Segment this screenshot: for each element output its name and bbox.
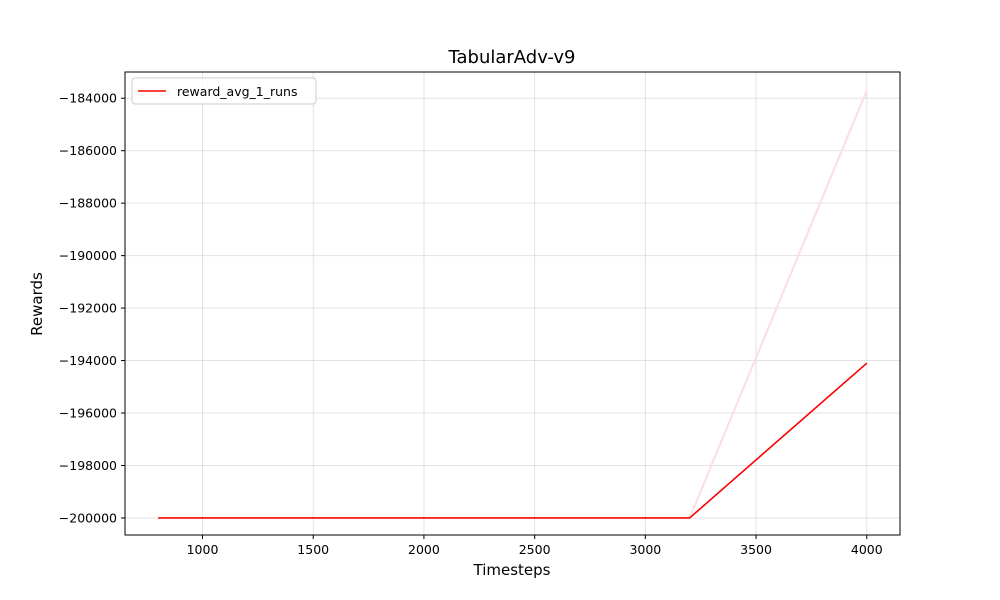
y-tick-label: −194000 [59, 353, 117, 368]
x-tick-label: 1000 [187, 542, 219, 557]
legend-box [131, 77, 317, 105]
y-tick-label: −196000 [59, 406, 117, 421]
x-tick-label: 2000 [408, 542, 440, 557]
legend: reward_avg_1_runs [131, 77, 317, 105]
series-layer [158, 89, 868, 519]
legend-label: reward_avg_1_runs [177, 84, 297, 99]
x-tick-label: 4000 [851, 542, 883, 557]
y-axis-label: Rewards [28, 272, 46, 336]
plot-frame [124, 71, 901, 536]
x-tick-label: 3000 [629, 542, 661, 557]
x-tick-label: 3500 [740, 542, 772, 557]
y-tick-label: −190000 [59, 248, 117, 263]
y-axis-ticks: −200000 −198000 −196000 −194000 −192000 −1900… [59, 91, 125, 525]
x-tick-label: 1500 [297, 542, 329, 557]
x-tick-label: 2500 [519, 542, 551, 557]
y-tick-label: −188000 [59, 196, 117, 211]
x-axis-ticks: 1000 1500 2000 2500 3000 3500 4000 [187, 535, 883, 557]
y-tick-label: −186000 [59, 143, 117, 158]
y-tick-label: −200000 [59, 510, 117, 525]
y-tick-label: −184000 [59, 91, 117, 106]
series-line-band [688, 89, 868, 519]
series-line-reward-avg [158, 362, 868, 519]
x-axis-label: Timesteps [473, 561, 551, 579]
chart-title: TabularAdv-v9 [447, 47, 575, 68]
y-tick-label: −192000 [59, 301, 117, 316]
y-tick-label: −198000 [59, 458, 117, 473]
